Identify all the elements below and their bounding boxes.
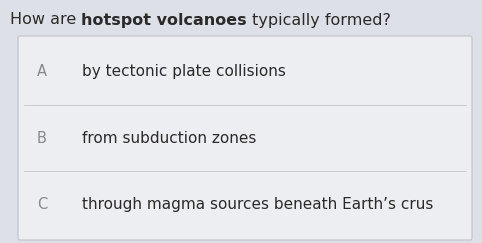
Text: from subduction zones: from subduction zones: [82, 130, 256, 146]
Text: typically formed?: typically formed?: [247, 12, 391, 27]
Text: by tectonic plate collisions: by tectonic plate collisions: [82, 64, 286, 79]
Text: C: C: [37, 197, 47, 212]
Text: B: B: [37, 130, 47, 146]
FancyBboxPatch shape: [18, 36, 472, 240]
Text: A: A: [37, 64, 47, 79]
Text: through magma sources beneath Earth’s crus: through magma sources beneath Earth’s cr…: [82, 197, 433, 212]
Text: hotspot volcanoes: hotspot volcanoes: [81, 12, 247, 27]
Text: How are: How are: [10, 12, 81, 27]
